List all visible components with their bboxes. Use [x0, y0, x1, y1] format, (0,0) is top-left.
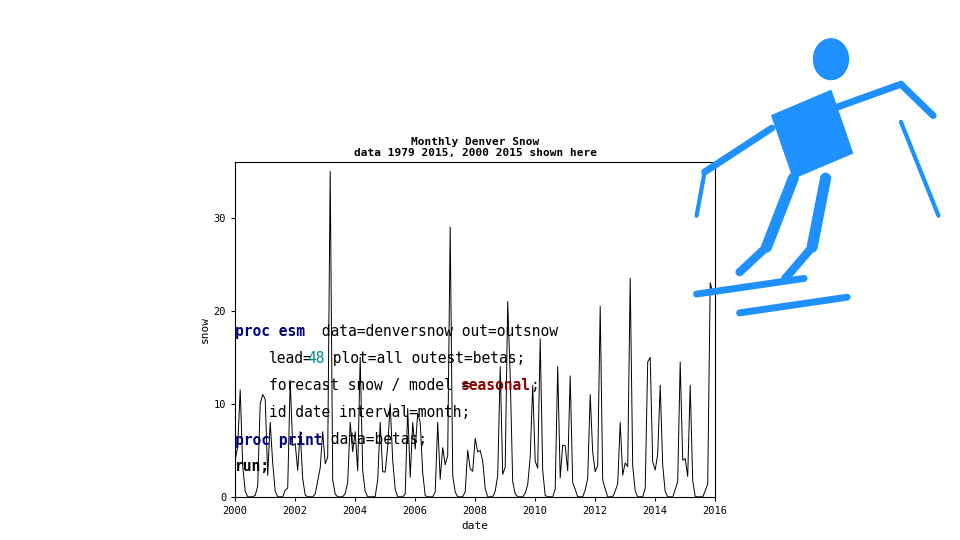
Text: id date interval=month;: id date interval=month;	[269, 405, 470, 420]
Text: forecast snow / model =: forecast snow / model =	[269, 378, 470, 393]
Text: proc esm: proc esm	[235, 324, 305, 339]
Text: lead=: lead=	[269, 351, 313, 366]
Title: Monthly Denver Snow
data 1979 2015, 2000 2015 shown here: Monthly Denver Snow data 1979 2015, 2000…	[353, 137, 597, 158]
Text: plot=all outest=betas;: plot=all outest=betas;	[324, 351, 526, 366]
Text: data=denversnow out=outsnow: data=denversnow out=outsnow	[313, 324, 559, 339]
Text: seasonal: seasonal	[461, 378, 531, 393]
Polygon shape	[772, 91, 852, 178]
Text: run;: run;	[235, 459, 270, 474]
Text: ;: ;	[530, 378, 539, 393]
Text: proc print: proc print	[235, 432, 323, 448]
Text: data=betas;: data=betas;	[322, 432, 426, 447]
Y-axis label: snow: snow	[200, 316, 209, 343]
Circle shape	[813, 39, 849, 79]
Text: 48: 48	[307, 351, 324, 366]
X-axis label: date: date	[462, 522, 489, 531]
